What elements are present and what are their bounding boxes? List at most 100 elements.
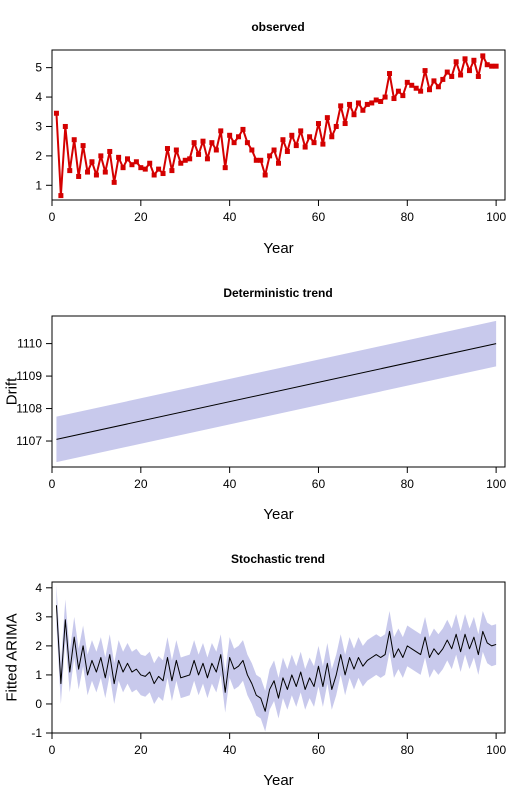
y-tick-label: 1 — [35, 668, 42, 682]
data-point — [116, 154, 122, 160]
data-point — [462, 56, 468, 62]
data-point — [409, 82, 415, 88]
data-point — [191, 140, 197, 146]
data-point — [484, 62, 490, 68]
data-point — [480, 53, 486, 59]
data-point — [440, 76, 446, 82]
data-point — [120, 165, 126, 171]
data-point — [493, 63, 499, 69]
data-point — [342, 121, 348, 127]
data-point — [364, 101, 370, 107]
data-point — [267, 153, 273, 159]
data-point — [227, 132, 233, 138]
data-point — [311, 140, 317, 146]
data-point — [458, 72, 464, 78]
y-tick-label: 2 — [35, 149, 42, 163]
data-point — [182, 157, 188, 163]
data-point — [289, 132, 295, 138]
data-point — [391, 96, 397, 102]
data-point — [400, 93, 406, 99]
data-point — [62, 123, 68, 129]
data-point — [449, 73, 455, 79]
data-point — [284, 148, 290, 154]
data-point — [418, 88, 424, 94]
data-point — [453, 59, 459, 65]
data-point — [320, 141, 326, 147]
data-point — [111, 179, 117, 185]
data-point — [151, 172, 157, 178]
plot-frame — [51, 581, 506, 734]
data-point — [236, 134, 242, 140]
y-tick-label: 1109 — [16, 369, 42, 383]
data-point — [355, 100, 361, 106]
data-point — [156, 166, 162, 172]
data-point — [142, 166, 148, 172]
y-tick-label: 3 — [35, 610, 42, 624]
data-point — [258, 157, 264, 163]
data-point — [253, 157, 259, 163]
data-point — [333, 123, 339, 129]
data-point — [329, 134, 335, 140]
y-tick-label: 3 — [35, 119, 42, 133]
data-point — [280, 137, 286, 143]
x-tick-label: 80 — [401, 743, 415, 757]
chart-panel-3: Stochastic trend 0 20 40 60 80 100 -1 0 1 2 3 4 Year F… — [4, 552, 507, 789]
data-point — [475, 73, 481, 79]
data-point — [373, 97, 379, 103]
series-line — [55, 605, 497, 712]
data-point — [129, 162, 135, 168]
data-point — [378, 98, 384, 104]
data-point — [382, 94, 388, 100]
chart-panel-1: observed 0 20 40 60 80 100 1 2 3 4 5 Year — [35, 20, 506, 257]
series-line — [56, 343, 497, 440]
x-tick-label: 0 — [49, 477, 56, 491]
y-tick-label: 4 — [35, 581, 42, 595]
data-point — [338, 103, 344, 109]
data-point — [209, 140, 215, 146]
data-point — [178, 160, 184, 166]
data-point — [218, 128, 224, 134]
y-tick-label: 4 — [35, 90, 42, 104]
data-point — [298, 128, 304, 134]
data-point — [369, 100, 375, 106]
y-tick-label: 1108 — [16, 402, 42, 416]
data-point — [471, 57, 477, 63]
x-tick-label: 40 — [223, 477, 237, 491]
x-tick-label: 20 — [134, 743, 148, 757]
data-point — [404, 79, 410, 85]
plot-frame — [51, 315, 506, 468]
x-tick-label: 80 — [401, 477, 415, 491]
y-tick-label: 1 — [35, 178, 42, 192]
data-point — [85, 169, 91, 175]
confidence-band — [56, 584, 497, 732]
data-point — [466, 68, 472, 74]
x-tick-label: 100 — [486, 477, 506, 491]
y-tick-label: 5 — [35, 61, 42, 75]
data-point — [204, 156, 210, 162]
x-tick-label: 0 — [49, 743, 56, 757]
data-point — [360, 107, 366, 113]
data-point — [76, 173, 82, 179]
data-point — [244, 140, 250, 146]
data-point — [351, 112, 357, 118]
chart-title: Stochastic trend — [231, 552, 325, 566]
series-line — [55, 54, 497, 197]
y-tick-label: 1107 — [16, 434, 42, 448]
data-point — [147, 160, 153, 166]
x-tick-label: 100 — [486, 743, 506, 757]
data-point — [213, 147, 219, 153]
data-point — [58, 193, 64, 199]
x-tick-label: 100 — [486, 210, 506, 224]
data-point — [444, 69, 450, 75]
data-point — [107, 148, 113, 154]
x-tick-label: 60 — [312, 477, 326, 491]
chart-title: Deterministic trend — [223, 286, 332, 300]
data-point — [293, 143, 299, 149]
data-point — [71, 137, 77, 143]
data-point — [173, 147, 179, 153]
data-point — [53, 110, 59, 116]
data-point — [422, 68, 428, 74]
data-point — [387, 71, 393, 77]
data-point — [276, 160, 281, 166]
